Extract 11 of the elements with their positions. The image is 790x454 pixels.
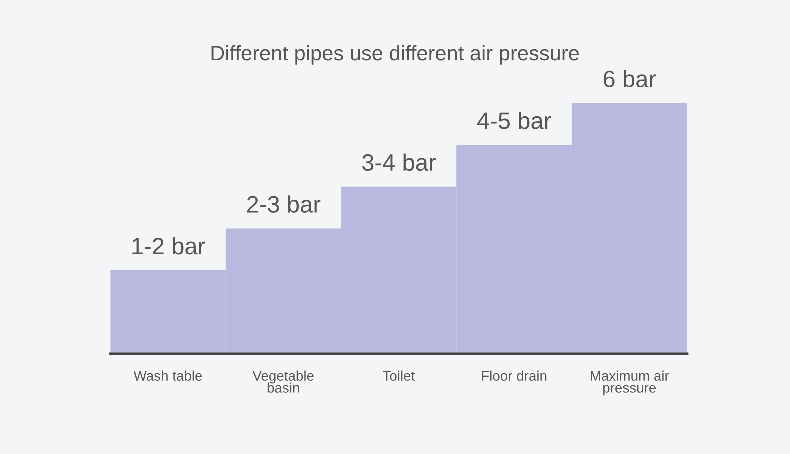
data-label: 1-2 bar [132,237,206,255]
x-tick-label: Wash table [134,370,202,381]
data-label: 4-5 bar [477,112,552,130]
data-label: 2-3 bar [247,196,321,213]
x-tick-label: Maximum air pressure [591,370,670,396]
x-tick-label: Floor drain [482,370,547,381]
data-label: 3-4 bar [362,154,436,172]
chart-title: Different pipes use different air pressure [212,45,579,65]
x-tick-label: Toilet [383,370,416,381]
x-tick-label: Vegetable basin [252,370,314,393]
data-label: 6 bar [604,70,656,88]
